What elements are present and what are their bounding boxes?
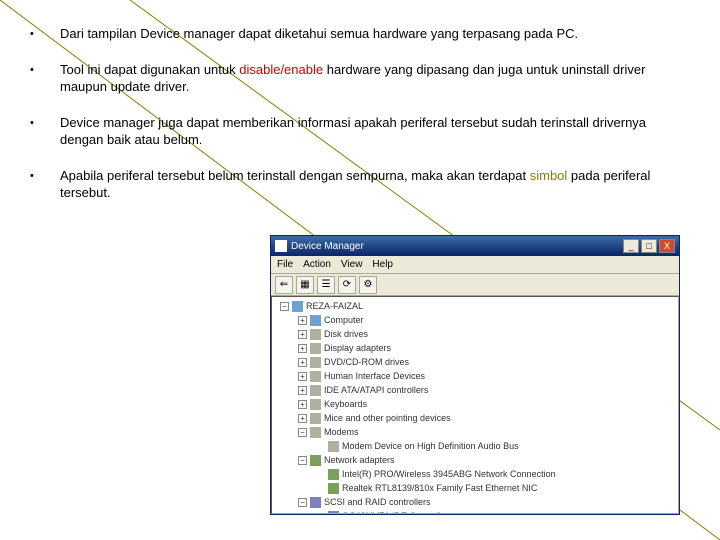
expand-icon[interactable]: + (298, 414, 307, 423)
bullet-marker: • (30, 25, 60, 43)
computer-icon (292, 301, 303, 312)
toolbar-button[interactable]: ▦ (296, 276, 314, 294)
tree-item[interactable]: −SCSI and RAID controllers (272, 495, 678, 509)
device-icon (310, 385, 321, 396)
device-icon (310, 357, 321, 368)
device-icon (310, 315, 321, 326)
expand-icon[interactable]: − (280, 302, 289, 311)
expand-icon[interactable]: + (298, 316, 307, 325)
tree-item[interactable]: +Disk drives (272, 327, 678, 341)
bullet-text: Apabila periferal tersebut belum terinst… (60, 167, 690, 202)
toolbar-button[interactable]: ☰ (317, 276, 335, 294)
toolbar-button[interactable]: ⇐ (275, 276, 293, 294)
close-button[interactable]: X (659, 239, 675, 253)
device-icon (310, 427, 321, 438)
tree-item[interactable]: +Keyboards (272, 397, 678, 411)
device-icon (310, 343, 321, 354)
tree-item[interactable]: Realtek RTL8139/810x Family Fast Etherne… (272, 481, 678, 495)
tree-item[interactable]: +IDE ATA/ATAPI controllers (272, 383, 678, 397)
list-item: • Device manager juga dapat memberikan i… (30, 114, 690, 149)
tree-item[interactable]: OC48MVZ1 IDE Controller (272, 509, 678, 514)
expand-icon[interactable]: + (298, 358, 307, 367)
list-item: • Apabila periferal tersebut belum terin… (30, 167, 690, 202)
window-icon (275, 240, 287, 252)
titlebar[interactable]: Device Manager _ □ X (271, 236, 679, 256)
menu-help[interactable]: Help (372, 259, 393, 270)
tree-item[interactable]: +Human Interface Devices (272, 369, 678, 383)
toolbar-button[interactable]: ⟳ (338, 276, 356, 294)
bullet-marker: • (30, 167, 60, 202)
bullet-text: Dari tampilan Device manager dapat diket… (60, 25, 690, 43)
tree-item[interactable]: −Modems (272, 425, 678, 439)
device-icon (310, 413, 321, 424)
expand-icon[interactable]: − (298, 498, 307, 507)
device-icon (310, 371, 321, 382)
device-tree[interactable]: − REZA-FAIZAL +Computer+Disk drives+Disp… (271, 296, 679, 514)
device-icon (310, 399, 321, 410)
tree-item[interactable]: +Mice and other pointing devices (272, 411, 678, 425)
device-icon (310, 329, 321, 340)
toolbar: ⇐ ▦ ☰ ⟳ ⚙ (271, 274, 679, 296)
device-manager-window: Device Manager _ □ X File Action View He… (270, 235, 680, 515)
device-icon (328, 483, 339, 494)
tree-item[interactable]: Intel(R) PRO/Wireless 3945ABG Network Co… (272, 467, 678, 481)
device-icon (310, 497, 321, 508)
bullet-text: Device manager juga dapat memberikan inf… (60, 114, 690, 149)
maximize-button[interactable]: □ (641, 239, 657, 253)
bullet-list: • Dari tampilan Device manager dapat dik… (30, 25, 690, 220)
device-icon (328, 469, 339, 480)
expand-icon[interactable]: + (298, 344, 307, 353)
expand-icon[interactable]: − (298, 456, 307, 465)
tree-item[interactable]: +Display adapters (272, 341, 678, 355)
tree-item[interactable]: Modem Device on High Definition Audio Bu… (272, 439, 678, 453)
bullet-marker: • (30, 61, 60, 96)
list-item: • Tool ini dapat digunakan untuk disable… (30, 61, 690, 96)
highlight-red: disable/enable (239, 62, 323, 77)
device-icon (328, 511, 339, 515)
expand-icon[interactable]: + (298, 330, 307, 339)
expand-icon[interactable]: − (298, 428, 307, 437)
tree-item[interactable]: +Computer (272, 313, 678, 327)
menu-bar: File Action View Help (271, 256, 679, 274)
bullet-marker: • (30, 114, 60, 149)
bullet-text: Tool ini dapat digunakan untuk disable/e… (60, 61, 690, 96)
tree-item[interactable]: +DVD/CD-ROM drives (272, 355, 678, 369)
expand-icon[interactable]: + (298, 386, 307, 395)
menu-view[interactable]: View (341, 259, 363, 270)
tree-root[interactable]: − REZA-FAIZAL (272, 299, 678, 313)
device-icon (328, 441, 339, 452)
highlight-olive: simbol (530, 168, 568, 183)
device-icon (310, 455, 321, 466)
menu-action[interactable]: Action (303, 259, 331, 270)
menu-file[interactable]: File (277, 259, 293, 270)
minimize-button[interactable]: _ (623, 239, 639, 253)
list-item: • Dari tampilan Device manager dapat dik… (30, 25, 690, 43)
toolbar-button[interactable]: ⚙ (359, 276, 377, 294)
expand-icon[interactable]: + (298, 400, 307, 409)
tree-item[interactable]: −Network adapters (272, 453, 678, 467)
window-title: Device Manager (291, 241, 623, 252)
expand-icon[interactable]: + (298, 372, 307, 381)
